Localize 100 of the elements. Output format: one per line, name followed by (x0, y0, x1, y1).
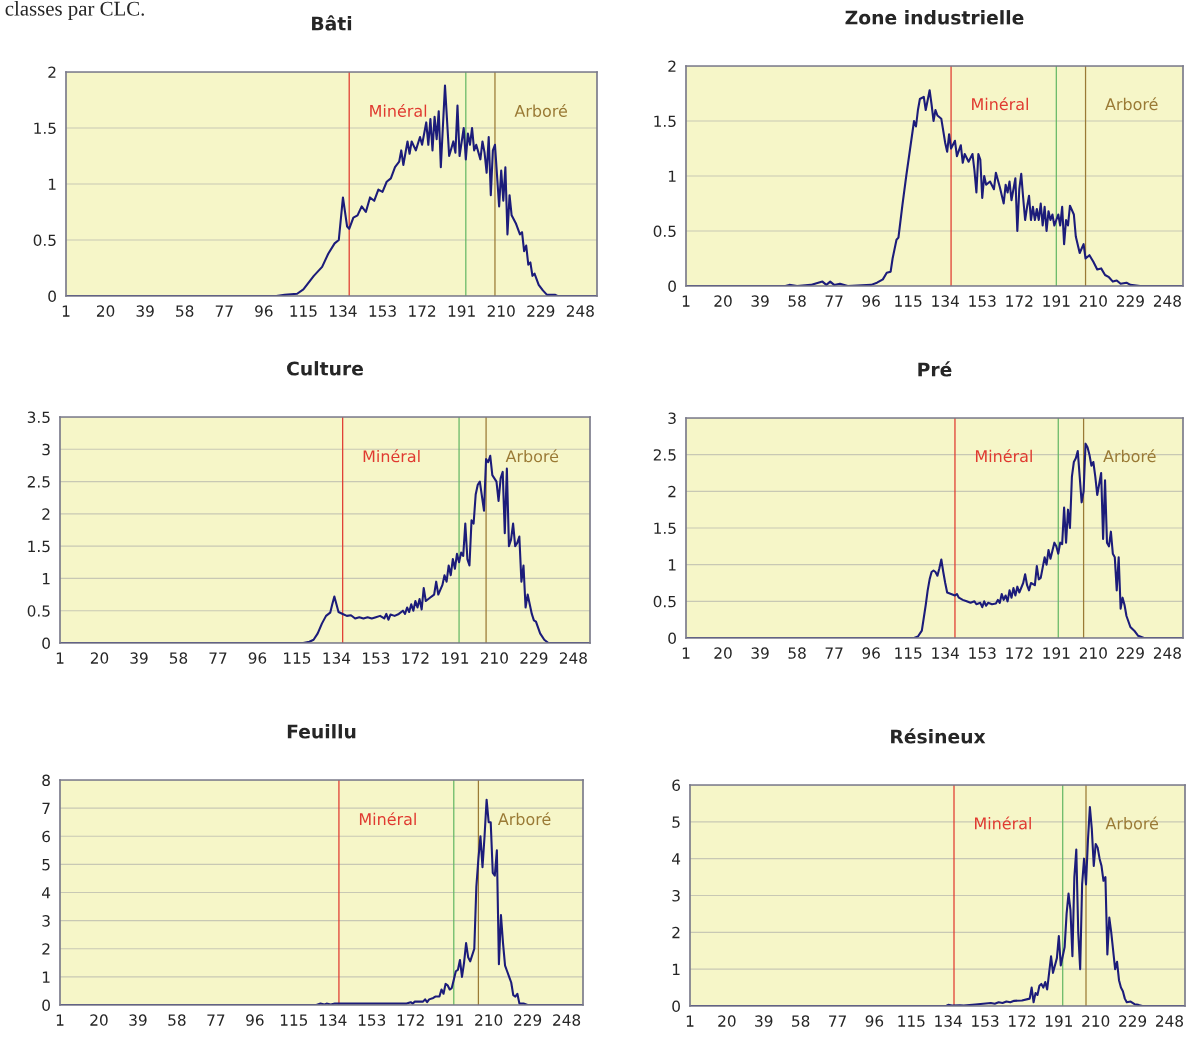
x-tick-label: 58 (169, 652, 188, 664)
x-tick-label: 191 (442, 652, 469, 664)
y-tick-label: 0 (672, 1000, 680, 1013)
x-tick-label: 77 (825, 295, 843, 307)
y-tick-label: 0.5 (27, 605, 50, 617)
x-tick-label: 229 (1119, 1015, 1147, 1027)
y-tick-label: 7 (42, 802, 50, 814)
x-tick-label: 210 (1079, 647, 1107, 659)
x-tick-label: 248 (559, 652, 587, 664)
y-tick-label: 3 (668, 412, 676, 425)
ref-line-label: Minéral (972, 97, 1028, 111)
x-tick-label: 134 (932, 647, 959, 659)
x-tick-label: 134 (932, 295, 959, 307)
y-tick-label: 0.5 (653, 595, 676, 608)
x-tick-label: 191 (1043, 295, 1070, 307)
chart-title: Culture (287, 361, 363, 376)
x-tick-label: 248 (1153, 647, 1181, 659)
text: classes par CLC. (5, 1, 144, 20)
x-tick-label: 153 (358, 1014, 386, 1026)
x-tick-label: 39 (129, 1014, 147, 1026)
x-tick-label: 1 (56, 1014, 64, 1026)
x-tick-label: 153 (363, 652, 390, 664)
x-tick-label: 77 (207, 1014, 225, 1026)
x-tick-label: 210 (1082, 1015, 1110, 1027)
ref-line-label: Minéral (975, 816, 1031, 830)
x-tick-label: 39 (751, 647, 769, 659)
y-tick-label: 5 (42, 859, 50, 871)
x-tick-label: 248 (566, 305, 594, 317)
x-tick-label: 77 (825, 647, 843, 659)
x-tick-label: 172 (397, 1014, 424, 1026)
x-tick-label: 191 (1045, 1015, 1072, 1027)
y-tick-label: 2 (42, 508, 50, 520)
x-tick-label: 134 (319, 1014, 347, 1026)
x-tick-label: 248 (1156, 1015, 1184, 1027)
x-tick-label: 58 (176, 305, 194, 317)
x-tick-label: 134 (323, 652, 351, 664)
x-tick-label: 1 (56, 652, 64, 664)
y-tick-label: 0.5 (33, 234, 56, 247)
y-tick-label: 0 (668, 632, 676, 645)
x-tick-label: 39 (130, 652, 148, 664)
y-tick-label: 1 (668, 559, 676, 571)
x-tick-label: 20 (714, 295, 732, 307)
x-tick-label: 1 (62, 305, 70, 317)
ref-line-label: Minéral (975, 449, 1032, 463)
y-tick-label: 2.5 (653, 449, 676, 461)
y-tick-label: 1 (42, 573, 50, 585)
y-tick-label: 2 (42, 943, 50, 955)
y-tick-label: 1.5 (654, 522, 676, 535)
y-tick-label: 8 (42, 774, 50, 787)
y-tick-label: 3 (42, 443, 50, 456)
ref-line-label: Arboré (1105, 816, 1159, 830)
ref-line-label: Arboré (1103, 449, 1156, 463)
x-tick-label: 58 (788, 647, 806, 659)
x-tick-label: 20 (714, 647, 732, 659)
x-tick-label: 20 (718, 1015, 736, 1027)
y-tick-label: 4 (672, 853, 681, 865)
x-tick-label: 229 (527, 305, 555, 317)
x-tick-label: 172 (402, 652, 429, 664)
x-tick-label: 172 (409, 305, 436, 317)
y-tick-label: 6 (672, 779, 681, 792)
chart-title: Feuillu (287, 724, 356, 739)
x-tick-label: 229 (1116, 295, 1144, 307)
y-tick-label: 4 (42, 887, 51, 899)
x-tick-label: 1 (686, 1015, 694, 1027)
x-tick-label: 115 (290, 305, 317, 317)
x-tick-label: 191 (436, 1014, 463, 1026)
y-tick-label: 1.5 (28, 540, 50, 553)
x-tick-label: 115 (280, 1014, 308, 1026)
x-tick-label: 1 (682, 295, 690, 307)
y-tick-label: 2 (668, 485, 676, 498)
x-tick-label: 58 (792, 1015, 810, 1027)
y-tick-label: 1 (48, 178, 56, 190)
x-tick-label: 210 (1079, 295, 1107, 307)
x-tick-label: 20 (90, 652, 109, 664)
y-tick-label: 1 (672, 963, 680, 975)
chart-title: Bâti (312, 15, 352, 31)
x-tick-label: 248 (1153, 295, 1181, 307)
x-tick-label: 1 (682, 647, 690, 659)
x-tick-label: 20 (90, 1014, 108, 1026)
chart-title: Résineux (891, 728, 986, 744)
y-tick-label: 3.5 (27, 411, 50, 424)
x-tick-label: 20 (96, 305, 115, 317)
x-tick-label: 58 (168, 1014, 186, 1026)
x-tick-label: 191 (1043, 647, 1070, 659)
x-tick-label: 115 (895, 295, 922, 307)
x-tick-label: 210 (480, 652, 508, 664)
x-tick-label: 153 (369, 305, 396, 317)
x-tick-label: 134 (330, 305, 357, 317)
x-tick-label: 153 (972, 1015, 999, 1027)
y-tick-label: 2.5 (27, 476, 50, 488)
x-tick-label: 96 (255, 305, 273, 317)
y-tick-label: 3 (42, 915, 50, 927)
x-tick-label: 77 (209, 652, 227, 664)
x-tick-label: 115 (284, 652, 311, 664)
y-tick-label: 2 (48, 66, 56, 78)
x-tick-label: 191 (448, 305, 475, 317)
x-tick-label: 229 (514, 1014, 542, 1026)
x-tick-label: 96 (862, 647, 880, 659)
y-tick-label: 0 (42, 637, 50, 650)
y-tick-label: 0 (48, 290, 56, 303)
